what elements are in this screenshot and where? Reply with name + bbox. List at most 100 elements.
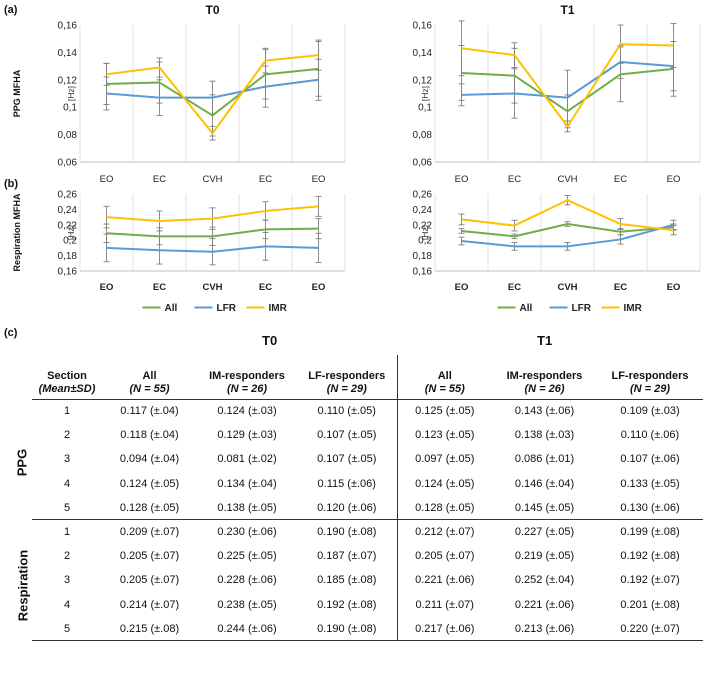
value-cell: 0.244 (±.06) bbox=[197, 616, 297, 642]
value-cell: 0.211 (±.07) bbox=[396, 592, 492, 617]
resp_t0-x-label: EO bbox=[312, 282, 326, 293]
value-cell: 0.123 (±.05) bbox=[396, 423, 492, 448]
header-t1-lf-n: (N = 29) bbox=[629, 382, 671, 395]
legend-label-lfr: LFR bbox=[217, 303, 237, 314]
value-cell: 0.238 (±.05) bbox=[217, 598, 277, 611]
row-group-label-respiration: Respiration bbox=[15, 549, 31, 622]
header-section: Section (Mean±SD) bbox=[32, 355, 102, 400]
ppg_t1-series-all bbox=[461, 67, 674, 113]
resp_t0-x-label: EO bbox=[100, 282, 114, 293]
resp_t1-y-tick: 0,22 bbox=[413, 220, 433, 231]
ppg_t1-y-tick: 0,14 bbox=[413, 48, 433, 59]
value-cell: 0.190 (±.08) bbox=[297, 519, 397, 545]
ppg_t1-y-tick: 0,1 bbox=[418, 103, 432, 114]
value-cell: 0.213 (±.06) bbox=[492, 616, 597, 642]
value-cell: 0.081 (±.02) bbox=[217, 453, 277, 466]
value-cell: 0.086 (±.01) bbox=[514, 453, 575, 466]
header-section-sub: (Mean±SD) bbox=[38, 382, 96, 395]
resp_t1-y-tick: 0,2 bbox=[418, 236, 432, 247]
section-number-cell: 2 bbox=[63, 550, 71, 563]
legend-label-imr: IMR bbox=[269, 303, 288, 314]
row-group-label-ppg: PPG bbox=[14, 448, 30, 477]
resp_t0-y-tick: 0,16 bbox=[58, 267, 78, 278]
value-cell: 0.205 (±.07) bbox=[396, 544, 492, 569]
resp_t1-y-tick: 0,26 bbox=[413, 190, 433, 201]
value-cell: 0.109 (±.03) bbox=[597, 398, 703, 424]
resp_t0-x-label: CVH bbox=[202, 282, 222, 293]
value-cell: 0.212 (±.07) bbox=[396, 519, 492, 545]
section-number-cell: 4 bbox=[63, 598, 71, 611]
ppg_t0-y-tick: 0,1 bbox=[63, 103, 77, 114]
value-cell: 0.107 (±.05) bbox=[317, 453, 377, 466]
ppg_t0-y-label: PPG MFHA bbox=[12, 69, 22, 117]
value-cell: 0.134 (±.04) bbox=[217, 477, 277, 490]
value-cell: 0.219 (±.05) bbox=[514, 550, 575, 563]
value-cell: 0.130 (±.06) bbox=[620, 501, 680, 514]
table-title-t1: T1 bbox=[537, 333, 553, 348]
section-number-cell: 4 bbox=[63, 477, 71, 490]
resp_t0-x-label: EC bbox=[153, 282, 166, 293]
value-cell: 0.125 (±.05) bbox=[396, 398, 492, 424]
value-cell: 0.205 (±.07) bbox=[119, 550, 180, 563]
value-cell: 0.215 (±.08) bbox=[102, 616, 197, 642]
table-row: 1 0.209 (±.07) 0.230 (±.06) 0.190 (±.08) 0.2… bbox=[32, 519, 703, 545]
value-cell: 0.097 (±.05) bbox=[396, 447, 492, 472]
summary-table: Section (Mean±SD) All (N = 55) IM-responde… bbox=[32, 355, 703, 642]
resp_t0-y-tick: 0,24 bbox=[58, 205, 78, 216]
value-cell: 0.133 (±.05) bbox=[620, 477, 680, 490]
resp_t1-y-tick: 0,24 bbox=[413, 205, 433, 216]
value-cell: 0.214 (±.07) bbox=[119, 598, 180, 611]
value-cell: 0.124 (±.05) bbox=[119, 477, 180, 490]
value-cell: 0.124 (±.03) bbox=[197, 398, 297, 424]
value-cell: 0.110 (±.06) bbox=[620, 429, 680, 442]
legend-label-all: All bbox=[165, 303, 178, 314]
table-row: 5 0.128 (±.05) 0.138 (±.05) 0.120 (±.06) 0.1… bbox=[32, 495, 703, 520]
header-t1-all-label: All bbox=[437, 369, 452, 382]
ppg_t1-series-imr bbox=[461, 43, 674, 128]
value-cell: 0.138 (±.03) bbox=[514, 429, 575, 442]
resp_t1-series-all bbox=[461, 223, 674, 238]
value-cell: 0.118 (±.04) bbox=[120, 429, 179, 442]
value-cell: 0.185 (±.08) bbox=[317, 574, 377, 587]
value-cell: 0.190 (±.08) bbox=[297, 616, 397, 642]
resp_t0-y-label: Respiration MFHA bbox=[12, 193, 22, 272]
value-cell: 0.107 (±.06) bbox=[620, 453, 680, 466]
resp_t0-unit: [Hz] bbox=[66, 225, 76, 240]
ppg_t1-y-tick: 0,08 bbox=[413, 130, 433, 141]
resp_t0-series-all bbox=[106, 227, 319, 238]
value-cell: 0.124 (±.05) bbox=[396, 471, 492, 496]
table-row: 2 0.205 (±.07) 0.225 (±.05) 0.187 (±.07) 0.2… bbox=[32, 544, 703, 569]
value-cell: 0.120 (±.06) bbox=[317, 501, 377, 514]
value-cell: 0.117 (±.04) bbox=[102, 398, 197, 424]
ppg_t1-title: T1 bbox=[560, 3, 574, 17]
value-cell: 0.128 (±.05) bbox=[396, 495, 492, 520]
resp_t1-y-tick: 0,18 bbox=[413, 251, 433, 262]
ppg_t0-series-all bbox=[106, 67, 319, 117]
header-t0-lf: LF-responders (N = 29) bbox=[297, 355, 397, 400]
section-number-cell: 2 bbox=[63, 429, 71, 442]
header-section-label: Section bbox=[47, 369, 87, 382]
header-t1-lf-label: LF-responders bbox=[611, 369, 689, 382]
value-cell: 0.227 (±.05) bbox=[492, 519, 597, 545]
table-row: 1 0.117 (±.04) 0.124 (±.03) 0.110 (±.05) 0.1… bbox=[32, 398, 703, 424]
resp_t0-y-tick: 0,26 bbox=[58, 190, 78, 201]
section-number-cell: 1 bbox=[32, 519, 102, 545]
value-cell: 0.143 (±.06) bbox=[492, 398, 597, 424]
resp_t0-y-tick: 0,22 bbox=[58, 220, 78, 231]
ppg_t1-y-tick: 0,16 bbox=[413, 21, 433, 32]
ppg_t1-x-label: EO bbox=[455, 174, 469, 185]
table-body: 1 0.117 (±.04) 0.124 (±.03) 0.110 (±.05) 0.1… bbox=[32, 398, 703, 642]
value-cell: 0.199 (±.08) bbox=[597, 519, 703, 545]
ppg_t1-x-label: CVH bbox=[557, 174, 577, 185]
resp_t0-series-imr bbox=[106, 205, 319, 222]
value-cell: 0.217 (±.06) bbox=[396, 616, 492, 642]
table-row: 5 0.215 (±.08) 0.244 (±.06) 0.190 (±.08) 0.2… bbox=[32, 616, 703, 642]
value-cell: 0.220 (±.07) bbox=[597, 616, 703, 642]
resp_t1-x-label: EC bbox=[508, 282, 521, 293]
value-cell: 0.094 (±.04) bbox=[119, 453, 180, 466]
ppg_t0-x-label: EC bbox=[153, 174, 166, 185]
section-number-cell: 5 bbox=[63, 501, 71, 514]
ppg_t0-series-imr bbox=[106, 54, 319, 135]
ppg_t0-x-label: EO bbox=[100, 174, 114, 185]
table-row: 2 0.118 (±.04) 0.129 (±.03) 0.107 (±.05) 0.1… bbox=[32, 423, 703, 448]
